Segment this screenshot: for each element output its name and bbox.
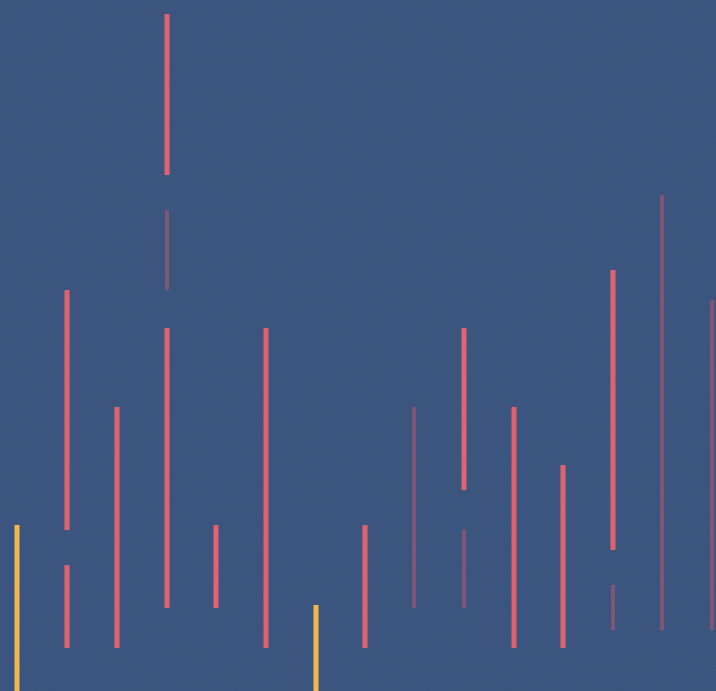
- lines: [14, 14, 714, 691]
